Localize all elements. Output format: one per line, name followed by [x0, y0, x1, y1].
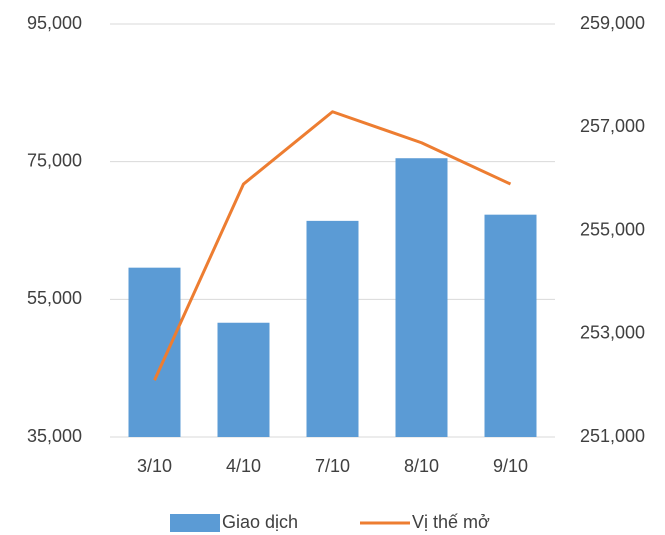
- legend-swatch: [170, 514, 220, 532]
- line: [153, 110, 512, 381]
- x-tick-label: 7/10: [315, 456, 350, 476]
- bar: [217, 322, 270, 437]
- y2-tick-label: 253,000: [580, 323, 645, 343]
- x-tick-label: 9/10: [493, 456, 528, 476]
- y-tick-label: 55,000: [27, 288, 82, 308]
- x-tick-label: 3/10: [137, 456, 172, 476]
- y2-tick-label: 255,000: [580, 219, 645, 239]
- legend-label: Giao dịch: [222, 512, 298, 532]
- legend-label: Vị thế mở: [412, 512, 490, 532]
- y2-tick-label: 257,000: [580, 116, 645, 136]
- y2-tick-label: 251,000: [580, 426, 645, 446]
- y-tick-label: 35,000: [27, 426, 82, 446]
- bar: [395, 158, 448, 437]
- y-tick-label: 95,000: [27, 13, 82, 33]
- bar: [128, 267, 181, 437]
- bar: [306, 220, 359, 437]
- y2-tick-label: 259,000: [580, 13, 645, 33]
- bar: [484, 214, 537, 437]
- y-tick-label: 75,000: [27, 150, 82, 170]
- x-tick-label: 4/10: [226, 456, 261, 476]
- x-tick-label: 8/10: [404, 456, 439, 476]
